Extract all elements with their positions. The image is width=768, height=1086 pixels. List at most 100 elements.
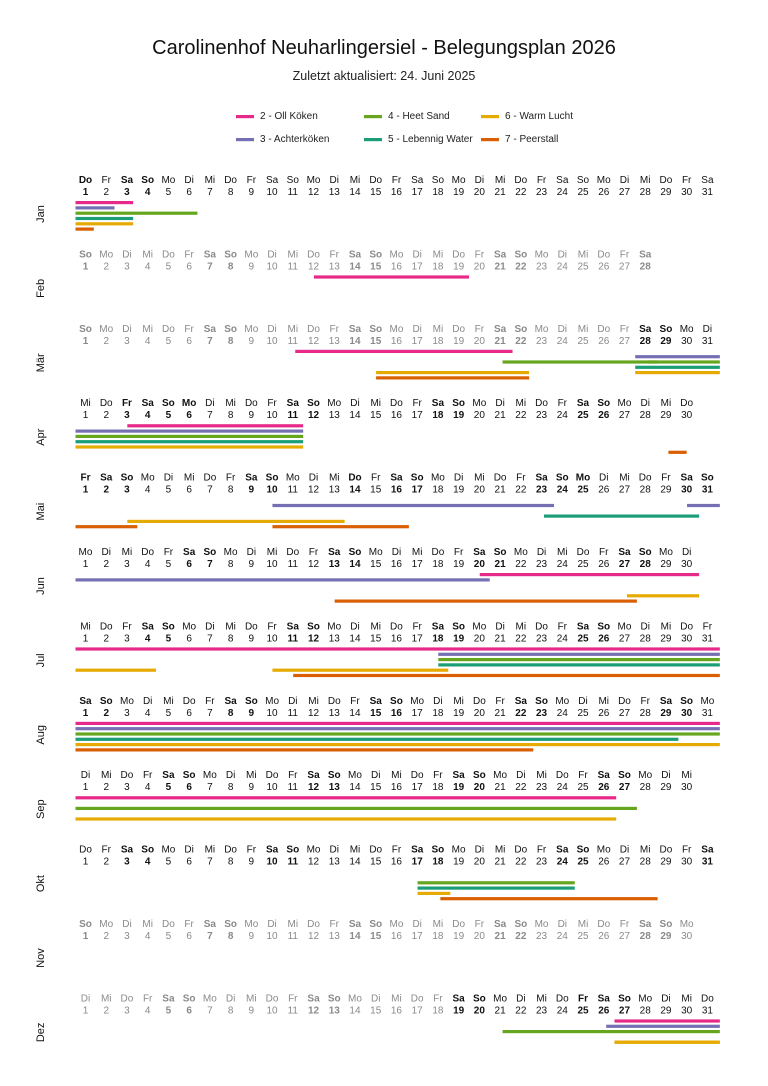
day-number-label: 29: [660, 187, 672, 198]
weekday-label: Mi: [495, 845, 506, 856]
day-number-label: 13: [329, 931, 341, 942]
weekday-label: Fr: [143, 993, 153, 1004]
weekday-label: Sa: [204, 324, 217, 335]
weekday-label: So: [680, 696, 693, 707]
weekday-label: Mi: [370, 621, 381, 632]
weekday-label: Do: [100, 621, 113, 632]
day-number-label: 26: [598, 857, 610, 868]
day-number-label: 23: [536, 931, 548, 942]
day-number-label: 19: [453, 261, 465, 272]
day-number-label: 8: [228, 857, 234, 868]
weekday-label: Do: [556, 993, 569, 1004]
weekday-label: Fr: [620, 249, 630, 260]
day-number-label: 24: [557, 336, 569, 347]
day-number-label: 10: [267, 559, 279, 570]
day-number-label: 23: [536, 336, 548, 347]
weekday-label: Mo: [244, 919, 258, 930]
weekday-label: Di: [661, 993, 670, 1004]
weekday-label: So: [79, 324, 92, 335]
weekday-label: Do: [245, 398, 258, 409]
weekday-label: So: [307, 398, 320, 409]
day-number-label: 10: [267, 633, 279, 644]
weekday-label: Di: [412, 249, 421, 260]
weekday-label: Di: [475, 845, 484, 856]
weekday-label: Mi: [536, 770, 547, 781]
weekday-label: Di: [620, 175, 629, 186]
day-number-label: 11: [288, 633, 299, 644]
weekday-label: Mi: [391, 770, 402, 781]
day-number-label: 2: [103, 782, 109, 793]
weekday-label: Sa: [266, 845, 279, 856]
weekday-label: So: [266, 473, 279, 484]
weekday-label: Fr: [620, 919, 630, 930]
month-panel-Jul: JulMi1Do2Fr3Sa4So5Mo6Di7Mi8Do9Fr10Sa11So…: [35, 621, 713, 667]
day-number-label: 12: [308, 633, 320, 644]
weekday-label: Sa: [266, 175, 279, 186]
weekday-label: Mo: [535, 919, 549, 930]
day-number-label: 19: [453, 485, 465, 496]
weekday-label: So: [183, 770, 196, 781]
month-panel-Dez: DezDi1Mi2Do3Fr4Sa5So6Mo7Di8Mi9Do10Fr11Sa…: [35, 993, 714, 1042]
day-number-label: 30: [681, 485, 693, 496]
weekday-label: Di: [205, 621, 214, 632]
booking-bar: [75, 227, 94, 231]
chart-title: Carolinenhof Neuharlingersiel - Belegung…: [152, 37, 616, 59]
day-number-label: 1: [83, 931, 89, 942]
day-number-label: 24: [557, 187, 569, 198]
weekday-label: Di: [184, 845, 193, 856]
day-number-label: 7: [207, 931, 213, 942]
day-number-label: 3: [124, 187, 130, 198]
weekday-label: Di: [247, 547, 256, 558]
booking-bar: [75, 216, 134, 221]
weekday-label: Do: [452, 919, 465, 930]
day-number-label: 13: [329, 559, 341, 570]
weekday-label: Do: [121, 770, 134, 781]
day-number-label: 13: [329, 261, 341, 272]
weekday-label: So: [369, 919, 382, 930]
weekday-label: Mo: [638, 770, 652, 781]
weekday-label: Do: [307, 919, 320, 930]
day-number-label: 4: [145, 410, 151, 421]
day-number-label: 1: [83, 782, 89, 793]
day-number-label: 29: [660, 336, 672, 347]
weekday-label: So: [618, 770, 631, 781]
weekday-label: Sa: [204, 919, 217, 930]
weekday-label: So: [556, 473, 569, 484]
day-number-label: 7: [207, 410, 213, 421]
day-number-label: 29: [660, 410, 672, 421]
day-number-label: 9: [249, 708, 255, 719]
weekday-label: Di: [350, 398, 359, 409]
weekday-label: Fr: [537, 845, 547, 856]
weekday-label: Do: [452, 324, 465, 335]
weekday-label: Mi: [350, 845, 361, 856]
weekday-label: Mi: [329, 473, 340, 484]
day-number-label: 19: [453, 633, 465, 644]
weekday-label: Fr: [475, 249, 485, 260]
day-number-label: 18: [432, 336, 444, 347]
weekday-label: Di: [454, 473, 463, 484]
booking-bar: [417, 881, 575, 885]
day-number-label: 26: [598, 931, 610, 942]
weekday-label: Fr: [350, 696, 360, 707]
day-number-label: 5: [166, 633, 172, 644]
day-number-label: 12: [308, 782, 320, 793]
weekday-label: Do: [411, 770, 424, 781]
day-number-label: 12: [308, 559, 320, 570]
day-number-label: 10: [267, 1005, 279, 1016]
weekday-label: Mo: [493, 770, 507, 781]
weekday-label: Do: [183, 696, 196, 707]
weekday-label: Do: [514, 845, 527, 856]
day-number-label: 7: [207, 857, 213, 868]
day-number-label: 9: [249, 410, 255, 421]
day-number-label: 17: [412, 633, 424, 644]
day-number-label: 27: [619, 782, 631, 793]
weekday-label: Fr: [578, 993, 588, 1004]
day-number-label: 22: [515, 857, 527, 868]
day-number-label: 19: [453, 931, 465, 942]
day-number-label: 20: [474, 708, 486, 719]
weekday-label: So: [307, 621, 320, 632]
legend-label: 7 - Peerstall: [505, 134, 558, 145]
day-number-label: 23: [536, 187, 548, 198]
weekday-label: So: [494, 547, 507, 558]
day-number-label: 21: [495, 708, 507, 719]
